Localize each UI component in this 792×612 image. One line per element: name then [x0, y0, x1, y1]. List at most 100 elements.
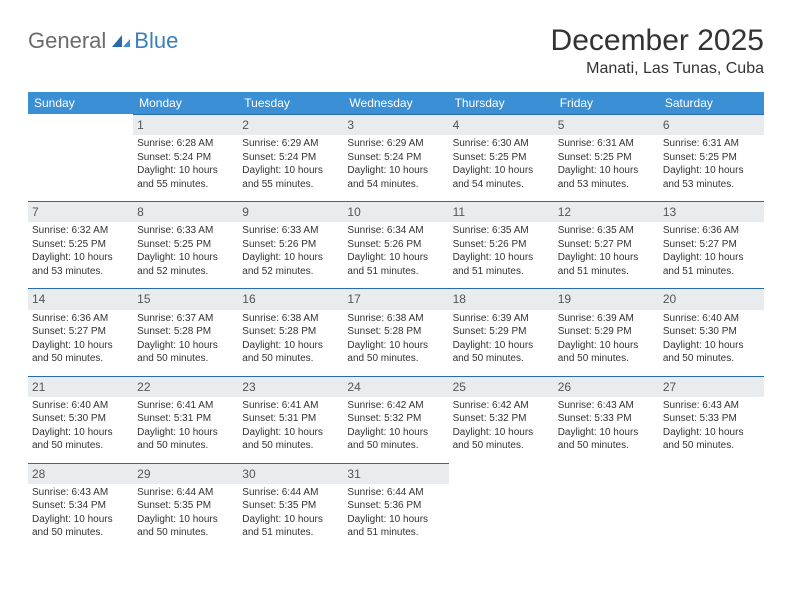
- sunset-text: Sunset: 5:33 PM: [663, 412, 760, 426]
- sunset-text: Sunset: 5:24 PM: [347, 151, 444, 165]
- sunrise-text: Sunrise: 6:35 AM: [453, 224, 550, 238]
- sunset-text: Sunset: 5:26 PM: [347, 238, 444, 252]
- sunrise-text: Sunrise: 6:41 AM: [137, 399, 234, 413]
- calendar-page: General Blue December 2025 Manati, Las T…: [0, 0, 792, 570]
- sunrise-text: Sunrise: 6:35 AM: [558, 224, 655, 238]
- calendar-cell: 16Sunrise: 6:38 AMSunset: 5:28 PMDayligh…: [238, 288, 343, 375]
- daylight-text: Daylight: 10 hours and 52 minutes.: [137, 251, 234, 278]
- calendar-row: 28Sunrise: 6:43 AMSunset: 5:34 PMDayligh…: [28, 463, 764, 550]
- sunset-text: Sunset: 5:27 PM: [558, 238, 655, 252]
- daylight-text: Daylight: 10 hours and 50 minutes.: [32, 513, 129, 540]
- sunrise-text: Sunrise: 6:40 AM: [32, 399, 129, 413]
- sunrise-text: Sunrise: 6:44 AM: [137, 486, 234, 500]
- sunrise-text: Sunrise: 6:43 AM: [558, 399, 655, 413]
- daylight-text: Daylight: 10 hours and 50 minutes.: [242, 426, 339, 453]
- daylight-text: Daylight: 10 hours and 51 minutes.: [347, 513, 444, 540]
- day-number: 20: [659, 288, 764, 309]
- daylight-text: Daylight: 10 hours and 54 minutes.: [453, 164, 550, 191]
- day-number: 6: [659, 114, 764, 135]
- sunrise-text: Sunrise: 6:33 AM: [242, 224, 339, 238]
- day-body: Sunrise: 6:41 AMSunset: 5:31 PMDaylight:…: [238, 397, 343, 463]
- calendar-cell: 1Sunrise: 6:28 AMSunset: 5:24 PMDaylight…: [133, 114, 238, 201]
- sunrise-text: Sunrise: 6:36 AM: [663, 224, 760, 238]
- sunset-text: Sunset: 5:35 PM: [242, 499, 339, 513]
- sunset-text: Sunset: 5:29 PM: [453, 325, 550, 339]
- day-number: 2: [238, 114, 343, 135]
- calendar-cell: .: [449, 463, 554, 550]
- daylight-text: Daylight: 10 hours and 55 minutes.: [242, 164, 339, 191]
- calendar-cell: .: [659, 463, 764, 550]
- day-body: Sunrise: 6:29 AMSunset: 5:24 PMDaylight:…: [238, 135, 343, 201]
- daylight-text: Daylight: 10 hours and 53 minutes.: [32, 251, 129, 278]
- sunset-text: Sunset: 5:32 PM: [347, 412, 444, 426]
- day-body: Sunrise: 6:33 AMSunset: 5:26 PMDaylight:…: [238, 222, 343, 288]
- day-body: Sunrise: 6:44 AMSunset: 5:35 PMDaylight:…: [133, 484, 238, 550]
- calendar-cell: 18Sunrise: 6:39 AMSunset: 5:29 PMDayligh…: [449, 288, 554, 375]
- sunset-text: Sunset: 5:30 PM: [663, 325, 760, 339]
- sunset-text: Sunset: 5:25 PM: [453, 151, 550, 165]
- sunrise-text: Sunrise: 6:31 AM: [663, 137, 760, 151]
- logo: General Blue: [28, 24, 178, 54]
- sunrise-text: Sunrise: 6:37 AM: [137, 312, 234, 326]
- day-body: Sunrise: 6:42 AMSunset: 5:32 PMDaylight:…: [449, 397, 554, 463]
- day-number: 9: [238, 201, 343, 222]
- daylight-text: Daylight: 10 hours and 54 minutes.: [347, 164, 444, 191]
- daylight-text: Daylight: 10 hours and 50 minutes.: [137, 339, 234, 366]
- sunrise-text: Sunrise: 6:38 AM: [347, 312, 444, 326]
- day-number: 14: [28, 288, 133, 309]
- day-number: 16: [238, 288, 343, 309]
- sunrise-text: Sunrise: 6:42 AM: [347, 399, 444, 413]
- sunset-text: Sunset: 5:25 PM: [558, 151, 655, 165]
- day-number: 15: [133, 288, 238, 309]
- daylight-text: Daylight: 10 hours and 55 minutes.: [137, 164, 234, 191]
- daylight-text: Daylight: 10 hours and 50 minutes.: [347, 426, 444, 453]
- sunrise-text: Sunrise: 6:30 AM: [453, 137, 550, 151]
- day-number: 7: [28, 201, 133, 222]
- page-header: General Blue December 2025 Manati, Las T…: [28, 24, 764, 78]
- sunset-text: Sunset: 5:31 PM: [242, 412, 339, 426]
- daylight-text: Daylight: 10 hours and 50 minutes.: [663, 339, 760, 366]
- daylight-text: Daylight: 10 hours and 50 minutes.: [558, 426, 655, 453]
- day-body: Sunrise: 6:35 AMSunset: 5:27 PMDaylight:…: [554, 222, 659, 288]
- daylight-text: Daylight: 10 hours and 50 minutes.: [453, 339, 550, 366]
- calendar-cell: 12Sunrise: 6:35 AMSunset: 5:27 PMDayligh…: [554, 201, 659, 288]
- title-block: December 2025 Manati, Las Tunas, Cuba: [551, 24, 764, 78]
- day-body: Sunrise: 6:39 AMSunset: 5:29 PMDaylight:…: [449, 310, 554, 376]
- calendar-cell: 24Sunrise: 6:42 AMSunset: 5:32 PMDayligh…: [343, 376, 448, 463]
- calendar-cell: .: [28, 114, 133, 201]
- day-number: 30: [238, 463, 343, 484]
- sunrise-text: Sunrise: 6:31 AM: [558, 137, 655, 151]
- calendar-cell: 31Sunrise: 6:44 AMSunset: 5:36 PMDayligh…: [343, 463, 448, 550]
- day-body: Sunrise: 6:37 AMSunset: 5:28 PMDaylight:…: [133, 310, 238, 376]
- day-body: Sunrise: 6:43 AMSunset: 5:33 PMDaylight:…: [659, 397, 764, 463]
- day-body: Sunrise: 6:36 AMSunset: 5:27 PMDaylight:…: [659, 222, 764, 288]
- calendar-cell: 22Sunrise: 6:41 AMSunset: 5:31 PMDayligh…: [133, 376, 238, 463]
- sunset-text: Sunset: 5:32 PM: [453, 412, 550, 426]
- day-body: Sunrise: 6:31 AMSunset: 5:25 PMDaylight:…: [659, 135, 764, 201]
- day-number: 3: [343, 114, 448, 135]
- sunrise-text: Sunrise: 6:39 AM: [453, 312, 550, 326]
- sunrise-text: Sunrise: 6:38 AM: [242, 312, 339, 326]
- day-body: Sunrise: 6:28 AMSunset: 5:24 PMDaylight:…: [133, 135, 238, 201]
- calendar-cell: 6Sunrise: 6:31 AMSunset: 5:25 PMDaylight…: [659, 114, 764, 201]
- sunrise-text: Sunrise: 6:41 AM: [242, 399, 339, 413]
- calendar-cell: 2Sunrise: 6:29 AMSunset: 5:24 PMDaylight…: [238, 114, 343, 201]
- daylight-text: Daylight: 10 hours and 51 minutes.: [347, 251, 444, 278]
- daylight-text: Daylight: 10 hours and 53 minutes.: [558, 164, 655, 191]
- sunset-text: Sunset: 5:33 PM: [558, 412, 655, 426]
- daylight-text: Daylight: 10 hours and 53 minutes.: [663, 164, 760, 191]
- sunrise-text: Sunrise: 6:29 AM: [242, 137, 339, 151]
- logo-text-general: General: [28, 28, 106, 54]
- sunrise-text: Sunrise: 6:43 AM: [663, 399, 760, 413]
- day-body: Sunrise: 6:44 AMSunset: 5:36 PMDaylight:…: [343, 484, 448, 550]
- sunset-text: Sunset: 5:27 PM: [663, 238, 760, 252]
- sunrise-text: Sunrise: 6:43 AM: [32, 486, 129, 500]
- day-body: Sunrise: 6:32 AMSunset: 5:25 PMDaylight:…: [28, 222, 133, 288]
- sunrise-text: Sunrise: 6:32 AM: [32, 224, 129, 238]
- calendar-cell: 11Sunrise: 6:35 AMSunset: 5:26 PMDayligh…: [449, 201, 554, 288]
- day-number: 26: [554, 376, 659, 397]
- calendar-cell: 20Sunrise: 6:40 AMSunset: 5:30 PMDayligh…: [659, 288, 764, 375]
- sunrise-text: Sunrise: 6:44 AM: [347, 486, 444, 500]
- calendar-cell: 25Sunrise: 6:42 AMSunset: 5:32 PMDayligh…: [449, 376, 554, 463]
- day-body: Sunrise: 6:40 AMSunset: 5:30 PMDaylight:…: [28, 397, 133, 463]
